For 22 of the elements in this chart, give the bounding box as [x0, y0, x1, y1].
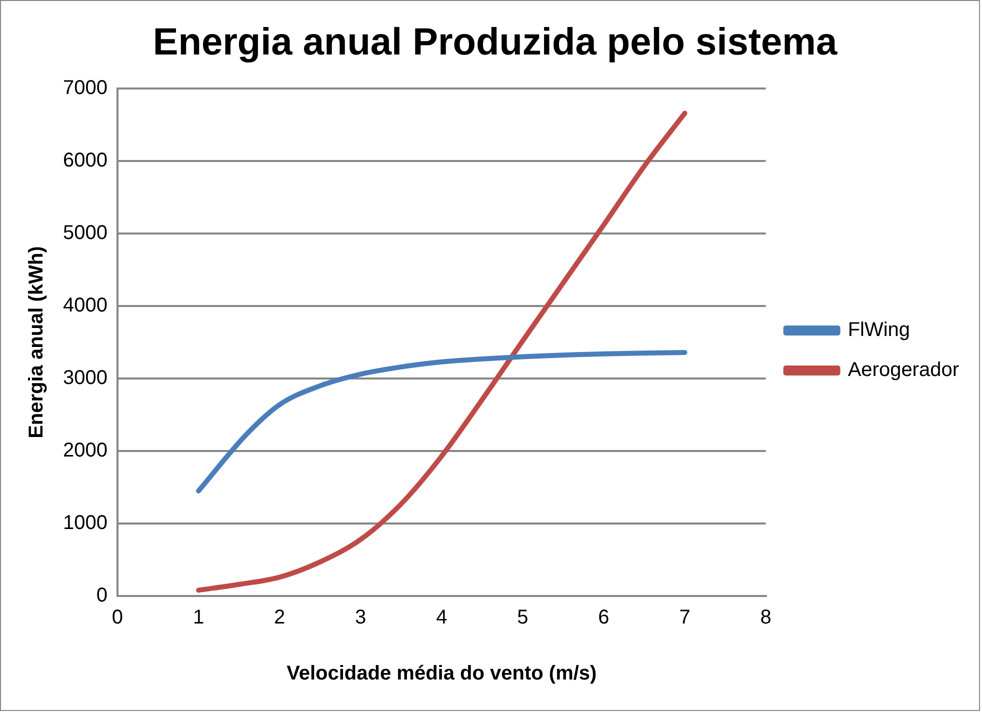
x-tick-label: 8 — [760, 606, 772, 629]
y-axis-title: Energia anual (kWh) — [26, 246, 48, 438]
y-tick-label: 7000 — [62, 77, 108, 100]
y-tick-label: 4000 — [62, 294, 108, 317]
chart-title: Energia anual Produzida pelo sistema — [152, 21, 838, 64]
x-tick-label: 4 — [436, 606, 448, 629]
y-tick-label: 5000 — [62, 222, 108, 244]
x-tick-label: 7 — [679, 606, 690, 629]
x-axis-title: Velocidade média do vento (m/s) — [286, 662, 597, 685]
y-tick-label: 3000 — [62, 367, 108, 390]
y-tick-label: 1000 — [62, 512, 108, 534]
x-tick-label: 6 — [598, 606, 610, 629]
x-tick-label: 3 — [355, 606, 366, 629]
x-tick-label: 5 — [517, 606, 528, 629]
legend-label: FlWing — [848, 319, 910, 342]
y-tick-label: 0 — [96, 584, 108, 607]
x-tick-label: 2 — [274, 606, 286, 629]
x-tick-label: 1 — [192, 606, 204, 629]
y-tick-label: 6000 — [62, 150, 108, 172]
legend-label: Aerogerador — [848, 359, 960, 382]
y-tick-label: 2000 — [62, 440, 108, 462]
x-tick-label: 0 — [112, 606, 124, 629]
